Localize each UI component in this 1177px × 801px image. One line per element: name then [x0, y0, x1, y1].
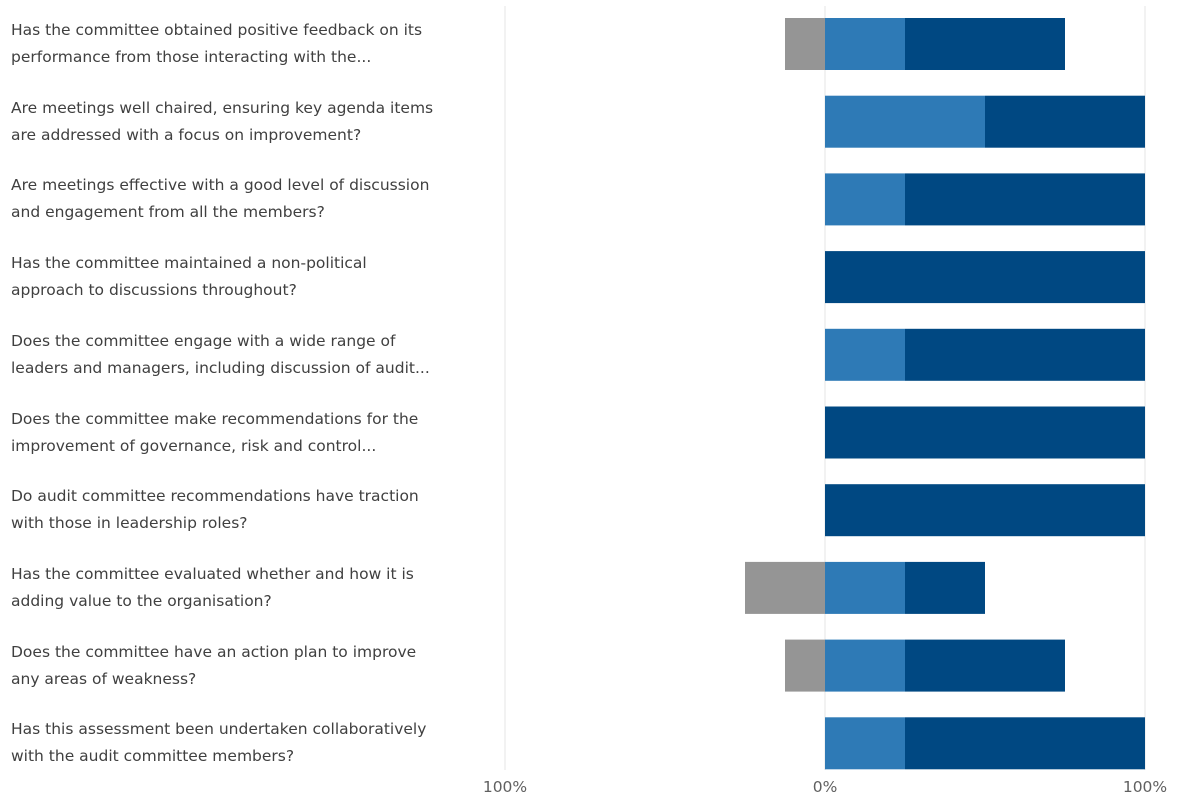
question-label-line: leaders and managers, including discussi…	[11, 358, 430, 377]
bar-segment-row7-series2[interactable]	[905, 561, 985, 614]
question-label-line: Has the committee obtained positive feed…	[11, 21, 423, 39]
question-label-line: performance from those interacting with …	[11, 48, 372, 66]
bar-segment-row8-series0[interactable]	[785, 639, 825, 692]
question-label: Do audit committee recommendations have …	[11, 483, 481, 537]
question-label-line: with those in leadership roles?	[11, 514, 248, 533]
bar-segment-row0-series0[interactable]	[785, 18, 825, 70]
question-label: Has this assessment been undertaken coll…	[11, 716, 481, 770]
question-label-line: Has the committee evaluated whether and …	[11, 564, 414, 583]
question-label-line: Are meetings well chaired, ensuring key …	[11, 98, 434, 117]
x-tick-label: 100%	[482, 778, 528, 796]
question-label-line: Does the committee make recommendations …	[11, 409, 419, 428]
bar-segment-row9-series1[interactable]	[825, 717, 905, 770]
bar-segment-row3-series2[interactable]	[825, 251, 1145, 304]
bar-segment-row2-series2[interactable]	[905, 173, 1145, 226]
question-label-line: any areas of weakness?	[11, 669, 197, 688]
question-label: Does the committee make recommendations …	[11, 406, 481, 460]
bar-segment-row5-series2[interactable]	[825, 406, 1145, 459]
question-label: Has the committee obtained positive feed…	[11, 17, 481, 71]
bar-segment-row2-series1[interactable]	[825, 173, 905, 226]
question-label-line: Are meetings effective with a good level…	[11, 176, 430, 195]
question-label-line: are addressed with a focus on improvemen…	[11, 125, 362, 144]
bar-segment-row0-series1[interactable]	[825, 18, 905, 70]
bar-segment-row8-series1[interactable]	[825, 639, 905, 692]
question-label: Has the committee maintained a non-polit…	[11, 250, 481, 304]
bar-segment-row4-series2[interactable]	[905, 328, 1145, 381]
question-label-line: Does the committee have an action plan t…	[11, 642, 417, 661]
question-label-line: Has this assessment been undertaken coll…	[11, 720, 427, 739]
question-label-line: approach to discussions throughout?	[11, 281, 297, 300]
bar-segment-row1-series2[interactable]	[985, 95, 1145, 148]
question-label-line: adding value to the organisation?	[11, 591, 272, 610]
question-label-line: Has the committee maintained a non-polit…	[11, 254, 367, 273]
question-label: Are meetings well chaired, ensuring key …	[11, 95, 481, 149]
bar-segment-row9-series2[interactable]	[905, 717, 1145, 770]
bar-segment-row7-series0[interactable]	[745, 561, 825, 614]
question-label-line: improvement of governance, risk and cont…	[11, 436, 377, 455]
bar-segment-row0-series2[interactable]	[905, 18, 1065, 70]
question-label: Are meetings effective with a good level…	[11, 172, 481, 226]
bar-segment-row6-series2[interactable]	[825, 484, 1145, 537]
question-label-line: and engagement from all the members?	[11, 203, 325, 222]
question-label: Has the committee evaluated whether and …	[11, 561, 481, 615]
question-label-line: Does the committee engage with a wide ra…	[11, 331, 396, 350]
bar-segment-row4-series1[interactable]	[825, 328, 905, 381]
x-tick-label: 100%	[1122, 778, 1168, 796]
bar-segment-row8-series2[interactable]	[905, 639, 1065, 692]
bar-segment-row7-series1[interactable]	[825, 561, 905, 614]
question-label-line: Do audit committee recommendations have …	[11, 487, 419, 506]
question-label-line: with the audit committee members?	[11, 747, 295, 766]
question-label: Does the committee engage with a wide ra…	[11, 328, 481, 382]
x-tick-label: 0%	[812, 778, 838, 796]
question-label: Does the committee have an action plan t…	[11, 639, 481, 693]
bar-segment-row1-series1[interactable]	[825, 95, 985, 148]
